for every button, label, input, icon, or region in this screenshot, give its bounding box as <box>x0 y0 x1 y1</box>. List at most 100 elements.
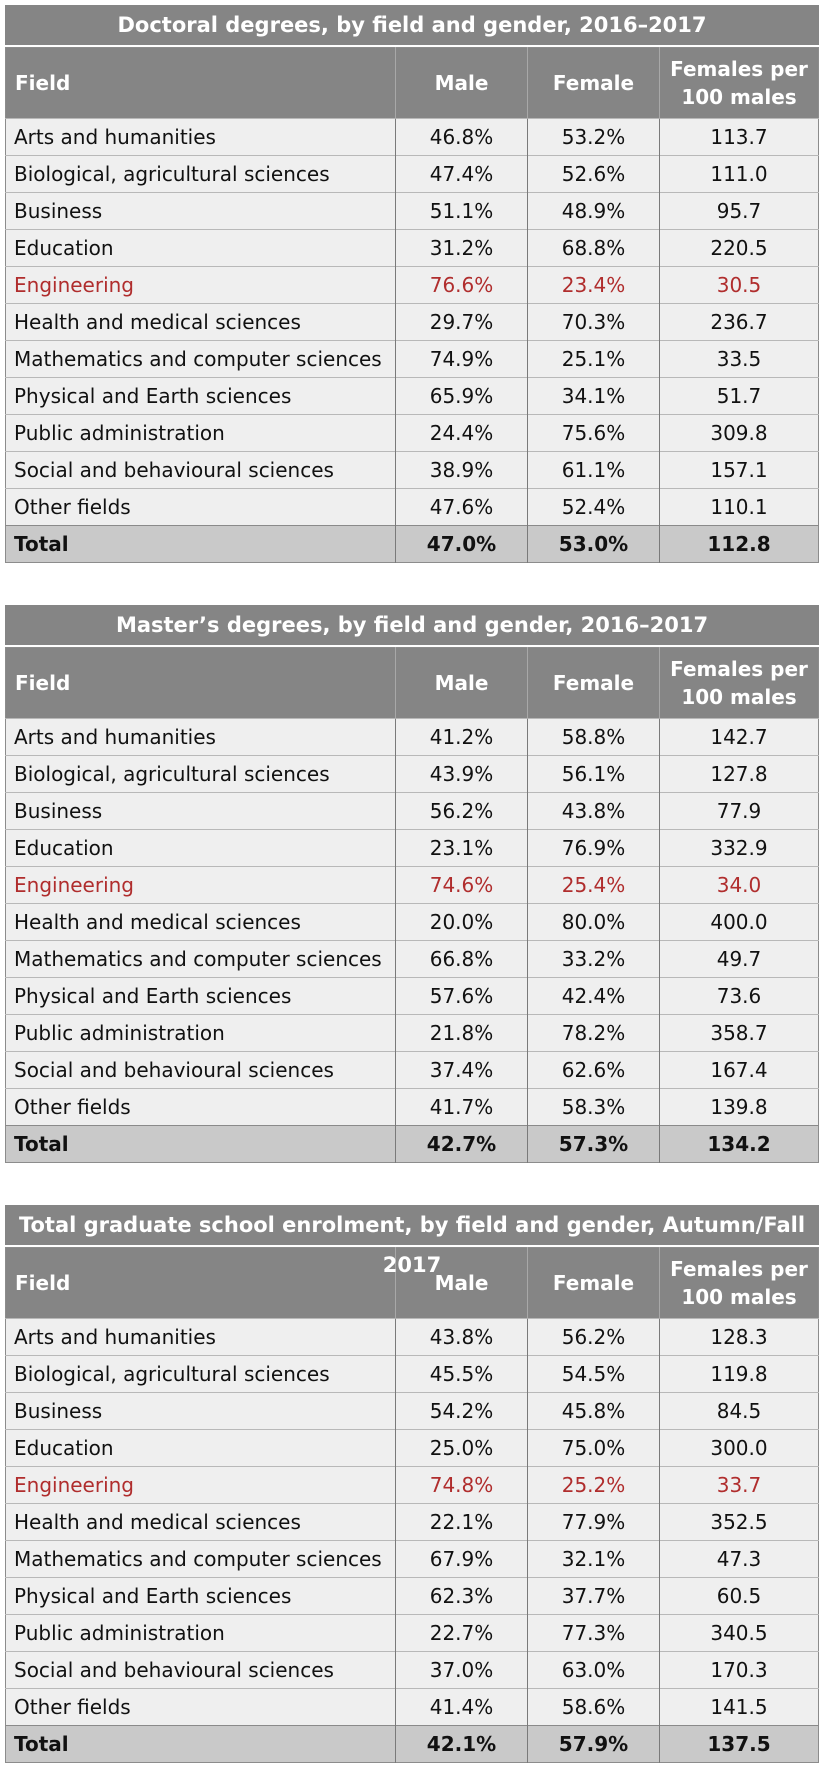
table-row: Other fields 41.7% 58.3% 139.8 <box>5 1088 819 1126</box>
cell-field: Education <box>5 1429 396 1467</box>
table-title: Master’s degrees, by field and gender, 2… <box>5 605 819 647</box>
cell-female: 52.6% <box>527 155 660 193</box>
table-row: Health and medical sciences 20.0% 80.0% 400… <box>5 903 819 941</box>
cell-male: 42.7% <box>395 1125 528 1163</box>
cell-ratio: 111.0 <box>659 155 819 193</box>
cell-female: 62.6% <box>527 1051 660 1089</box>
cell-male: 74.8% <box>395 1466 528 1504</box>
table-row: Engineering 74.8% 25.2% 33.7 <box>5 1466 819 1504</box>
cell-ratio: 137.5 <box>659 1725 819 1763</box>
cell-male: 62.3% <box>395 1577 528 1615</box>
cell-field: Social and behavioural sciences <box>5 451 396 489</box>
cell-male: 25.0% <box>395 1429 528 1467</box>
cell-male: 47.4% <box>395 155 528 193</box>
column-header-field: Field <box>5 647 396 719</box>
cell-field: Health and medical sciences <box>5 303 396 341</box>
cell-male: 41.4% <box>395 1688 528 1726</box>
cell-female: 57.3% <box>527 1125 660 1163</box>
cell-female: 42.4% <box>527 977 660 1015</box>
table-row: Public administration 24.4% 75.6% 309.8 <box>5 414 819 452</box>
cell-female: 37.7% <box>527 1577 660 1615</box>
cell-male: 38.9% <box>395 451 528 489</box>
cell-male: 74.9% <box>395 340 528 378</box>
cell-female: 57.9% <box>527 1725 660 1763</box>
cell-male: 22.1% <box>395 1503 528 1541</box>
cell-female: 25.1% <box>527 340 660 378</box>
table-row: Arts and humanities 46.8% 53.2% 113.7 <box>5 118 819 156</box>
cell-male: 31.2% <box>395 229 528 267</box>
cell-ratio: 33.5 <box>659 340 819 378</box>
column-header-male: Male <box>395 647 528 719</box>
cell-ratio: 139.8 <box>659 1088 819 1126</box>
cell-male: 67.9% <box>395 1540 528 1578</box>
cell-ratio: 128.3 <box>659 1318 819 1356</box>
table-row: Social and behavioural sciences 38.9% 61.1… <box>5 451 819 489</box>
cell-field: Public administration <box>5 1014 396 1052</box>
cell-female: 76.9% <box>527 829 660 867</box>
cell-ratio: 51.7 <box>659 377 819 415</box>
cell-female: 25.4% <box>527 866 660 904</box>
table-row: Public administration 22.7% 77.3% 340.5 <box>5 1614 819 1652</box>
cell-ratio: 141.5 <box>659 1688 819 1726</box>
cell-female: 23.4% <box>527 266 660 304</box>
table-row: Biological, agricultural sciences 43.9% 56… <box>5 755 819 793</box>
cell-male: 65.9% <box>395 377 528 415</box>
cell-ratio: 157.1 <box>659 451 819 489</box>
total-row: Total 42.1% 57.9% 137.5 <box>5 1725 819 1763</box>
cell-female: 77.9% <box>527 1503 660 1541</box>
column-header-female: Female <box>527 1247 660 1319</box>
table-row: Engineering 74.6% 25.4% 34.0 <box>5 866 819 904</box>
cell-ratio: 309.8 <box>659 414 819 452</box>
cell-field: Mathematics and computer sciences <box>5 340 396 378</box>
cell-field: Other fields <box>5 1088 396 1126</box>
cell-male: 45.5% <box>395 1355 528 1393</box>
cell-female: 32.1% <box>527 1540 660 1578</box>
cell-field: Engineering <box>5 1466 396 1504</box>
cell-ratio: 134.2 <box>659 1125 819 1163</box>
cell-female: 68.8% <box>527 229 660 267</box>
cell-male: 42.1% <box>395 1725 528 1763</box>
cell-ratio: 300.0 <box>659 1429 819 1467</box>
cell-ratio: 167.4 <box>659 1051 819 1089</box>
cell-field: Business <box>5 192 396 230</box>
header-row: Field Male Female Females per 100 males <box>5 647 819 719</box>
cell-female: 45.8% <box>527 1392 660 1430</box>
table-row: Health and medical sciences 22.1% 77.9% 352… <box>5 1503 819 1541</box>
table-row: Mathematics and computer sciences 74.9% 25… <box>5 340 819 378</box>
cell-female: 52.4% <box>527 488 660 526</box>
cell-ratio: 95.7 <box>659 192 819 230</box>
column-header-female: Female <box>527 47 660 119</box>
cell-male: 41.2% <box>395 718 528 756</box>
cell-male: 43.9% <box>395 755 528 793</box>
table-row: Mathematics and computer sciences 67.9% 32… <box>5 1540 819 1578</box>
cell-field: Social and behavioural sciences <box>5 1651 396 1689</box>
table-row: Biological, agricultural sciences 45.5% 54… <box>5 1355 819 1393</box>
cell-male: 54.2% <box>395 1392 528 1430</box>
column-header-field: Field <box>5 47 396 119</box>
cell-ratio: 77.9 <box>659 792 819 830</box>
cell-ratio: 30.5 <box>659 266 819 304</box>
cell-female: 58.6% <box>527 1688 660 1726</box>
column-header-ratio: Females per 100 males <box>659 1247 819 1319</box>
table-row: Physical and Earth sciences 62.3% 37.7% 60.… <box>5 1577 819 1615</box>
cell-ratio: 84.5 <box>659 1392 819 1430</box>
table-row: Business 54.2% 45.8% 84.5 <box>5 1392 819 1430</box>
table-row: Education 23.1% 76.9% 332.9 <box>5 829 819 867</box>
cell-ratio: 127.8 <box>659 755 819 793</box>
table-row: Business 51.1% 48.9% 95.7 <box>5 192 819 230</box>
cell-field: Arts and humanities <box>5 1318 396 1356</box>
column-header-ratio: Females per 100 males <box>659 647 819 719</box>
table-row: Other fields 41.4% 58.6% 141.5 <box>5 1688 819 1726</box>
cell-female: 75.6% <box>527 414 660 452</box>
cell-ratio: 352.5 <box>659 1503 819 1541</box>
table: Doctoral degrees, by field and gender, 2… <box>5 5 819 563</box>
cell-female: 70.3% <box>527 303 660 341</box>
table-row: Physical and Earth sciences 65.9% 34.1% 51.… <box>5 377 819 415</box>
table: Total graduate school enrolment, by fiel… <box>5 1205 819 1763</box>
cell-female: 63.0% <box>527 1651 660 1689</box>
table-row: Social and behavioural sciences 37.4% 62.6… <box>5 1051 819 1089</box>
table-row: Education 25.0% 75.0% 300.0 <box>5 1429 819 1467</box>
cell-field: Total <box>5 1725 396 1763</box>
cell-male: 23.1% <box>395 829 528 867</box>
cell-ratio: 358.7 <box>659 1014 819 1052</box>
